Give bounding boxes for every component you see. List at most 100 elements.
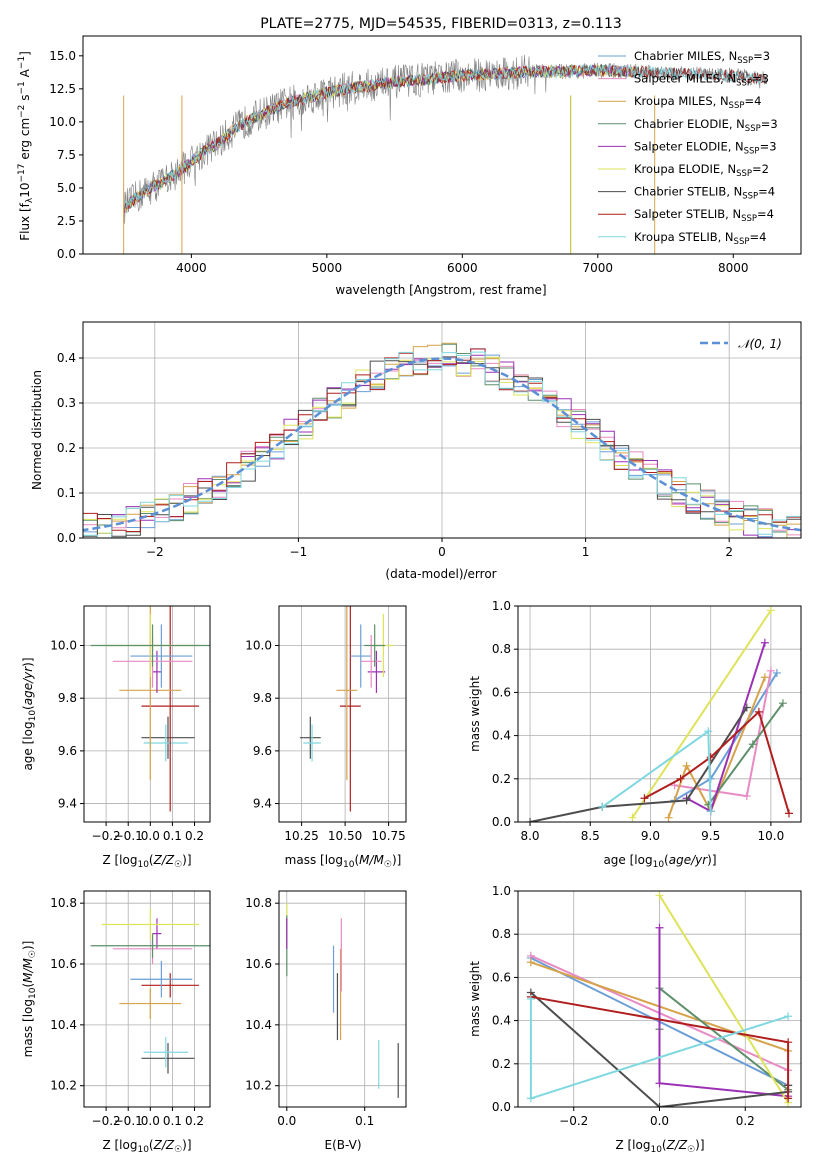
- y-tick-label: 10.2: [245, 1079, 272, 1093]
- y-tick-label: 0.0: [57, 531, 76, 545]
- x-tick-label: −1: [290, 545, 308, 559]
- x-tick-label: −0.1: [114, 829, 143, 843]
- x-tick-label: 0.2: [185, 829, 204, 843]
- y-axis-label: mass [log10(M/M☉)]: [21, 941, 38, 1058]
- plot-area-1: [83, 342, 801, 538]
- y-tick-label: 0.0: [492, 1100, 511, 1114]
- x-tick-label: 5000: [312, 261, 343, 275]
- y-tick-label: 0.4: [492, 729, 511, 743]
- series-marker: [598, 802, 607, 811]
- model-spectrum: [123, 63, 767, 211]
- y-tick-label: 0.8: [492, 927, 511, 941]
- axes-frame: [278, 890, 407, 1108]
- legend-entry: Salpeter STELIB, NSSP=4: [634, 207, 774, 224]
- x-axis-label: age [log10(age/yr)]: [603, 853, 716, 870]
- axes-frame: [82, 35, 802, 255]
- y-tick-label: 9.8: [253, 691, 272, 705]
- y-tick-label: 0.3: [57, 396, 76, 410]
- y-tick-label: 15.0: [49, 49, 76, 63]
- axes-frame: [278, 605, 407, 823]
- plot-area-5: [90, 909, 210, 1074]
- x-tick-label: 0: [438, 545, 446, 559]
- x-tick-label: 0.1: [163, 829, 182, 843]
- y-tick-label: 2.5: [57, 214, 76, 228]
- x-tick-label: 1: [582, 545, 590, 559]
- series-line: [667, 676, 766, 819]
- panel-5: [84, 891, 210, 1107]
- series-marker: [655, 1079, 664, 1088]
- y-tick-label: 9.4: [253, 797, 272, 811]
- y-tick-label: 10.0: [49, 115, 76, 129]
- x-tick-label: 8.5: [581, 829, 600, 843]
- y-tick-label: 0.4: [492, 1014, 511, 1028]
- residual-histogram: [83, 351, 801, 538]
- chart-title: PLATE=2775, MJD=54535, FIBERID=0313, z=0…: [260, 16, 622, 32]
- y-tick-label: 10.8: [50, 896, 77, 910]
- series-marker: [526, 1094, 535, 1103]
- series-marker: [682, 761, 691, 770]
- x-tick-label: 10.25: [284, 829, 318, 843]
- panel-3: [279, 606, 406, 822]
- series-marker: [760, 673, 769, 682]
- series-marker: [742, 703, 751, 712]
- series-marker: [784, 809, 793, 818]
- y-tick-label: 0.2: [492, 772, 511, 786]
- series-marker: [766, 606, 775, 615]
- series-marker: [772, 668, 781, 677]
- x-tick-label: 0.2: [736, 1114, 755, 1128]
- legend-entry: Salpeter MILES, NSSP=3: [634, 72, 769, 89]
- x-axis-label: Z [log10(Z/Z☉)]: [102, 1138, 191, 1155]
- x-tick-label: 0.0: [277, 1114, 296, 1128]
- axes-frame: [83, 605, 211, 823]
- series-marker: [655, 923, 664, 932]
- plot-area-3: [299, 606, 394, 812]
- x-axis-label: Z [log10(Z/Z☉)]: [102, 853, 191, 870]
- x-tick-label: 4000: [176, 261, 207, 275]
- y-tick-label: 0.6: [492, 685, 511, 699]
- x-tick-label: 0.1: [355, 1114, 374, 1128]
- series-marker: [766, 666, 775, 675]
- series-marker: [628, 813, 637, 822]
- plot-area-7: [526, 891, 793, 1107]
- y-tick-label: 10.8: [245, 896, 272, 910]
- model-spectrum: [123, 64, 639, 213]
- x-tick-label: 0.0: [650, 1114, 669, 1128]
- y-tick-label: 10.0: [50, 639, 77, 653]
- legend-entry: Chabrier ELODIE, NSSP=3: [634, 117, 778, 134]
- y-axis-label: mass weight: [468, 676, 482, 752]
- legend-entry: Chabrier MILES, NSSP=3: [634, 49, 770, 66]
- x-tick-label: 9.5: [701, 829, 720, 843]
- y-axis-label: age [log10(age/yr)]: [21, 657, 38, 770]
- y-axis-label: mass weight: [468, 961, 482, 1037]
- x-axis-label: wavelength [Angstrom, rest frame]: [335, 283, 546, 297]
- legend-entry: Chabrier STELIB, NSSP=4: [634, 185, 775, 202]
- y-tick-label: 0.6: [492, 970, 511, 984]
- x-tick-label: 10.50: [328, 829, 362, 843]
- y-tick-label: 0.2: [57, 441, 76, 455]
- series-marker: [760, 638, 769, 647]
- y-tick-label: 0.4: [57, 351, 76, 365]
- series-marker: [784, 1038, 793, 1047]
- series-line: [658, 894, 789, 1104]
- x-tick-label: −0.2: [92, 829, 121, 843]
- series-marker: [706, 753, 715, 762]
- y-tick-label: 9.4: [58, 797, 77, 811]
- legend-entry: Kroupa MILES, NSSP=4: [634, 94, 761, 111]
- y-tick-label: 9.8: [58, 691, 77, 705]
- series-marker: [784, 1094, 793, 1103]
- plot-area-6: [286, 903, 399, 1098]
- series-marker: [682, 796, 691, 805]
- x-tick-label: 0.1: [163, 1114, 182, 1128]
- series-marker: [655, 1103, 664, 1107]
- y-axis-label: Normed distribution: [30, 370, 44, 490]
- series-marker: [742, 792, 751, 801]
- series-marker: [676, 774, 685, 783]
- y-tick-label: 9.6: [253, 744, 272, 758]
- x-tick-label: 0.0: [141, 829, 160, 843]
- y-tick-label: 1.0: [492, 599, 511, 613]
- series-marker: [704, 727, 713, 736]
- series-marker: [754, 707, 763, 716]
- y-tick-label: 12.5: [49, 82, 76, 96]
- series-line: [529, 706, 748, 822]
